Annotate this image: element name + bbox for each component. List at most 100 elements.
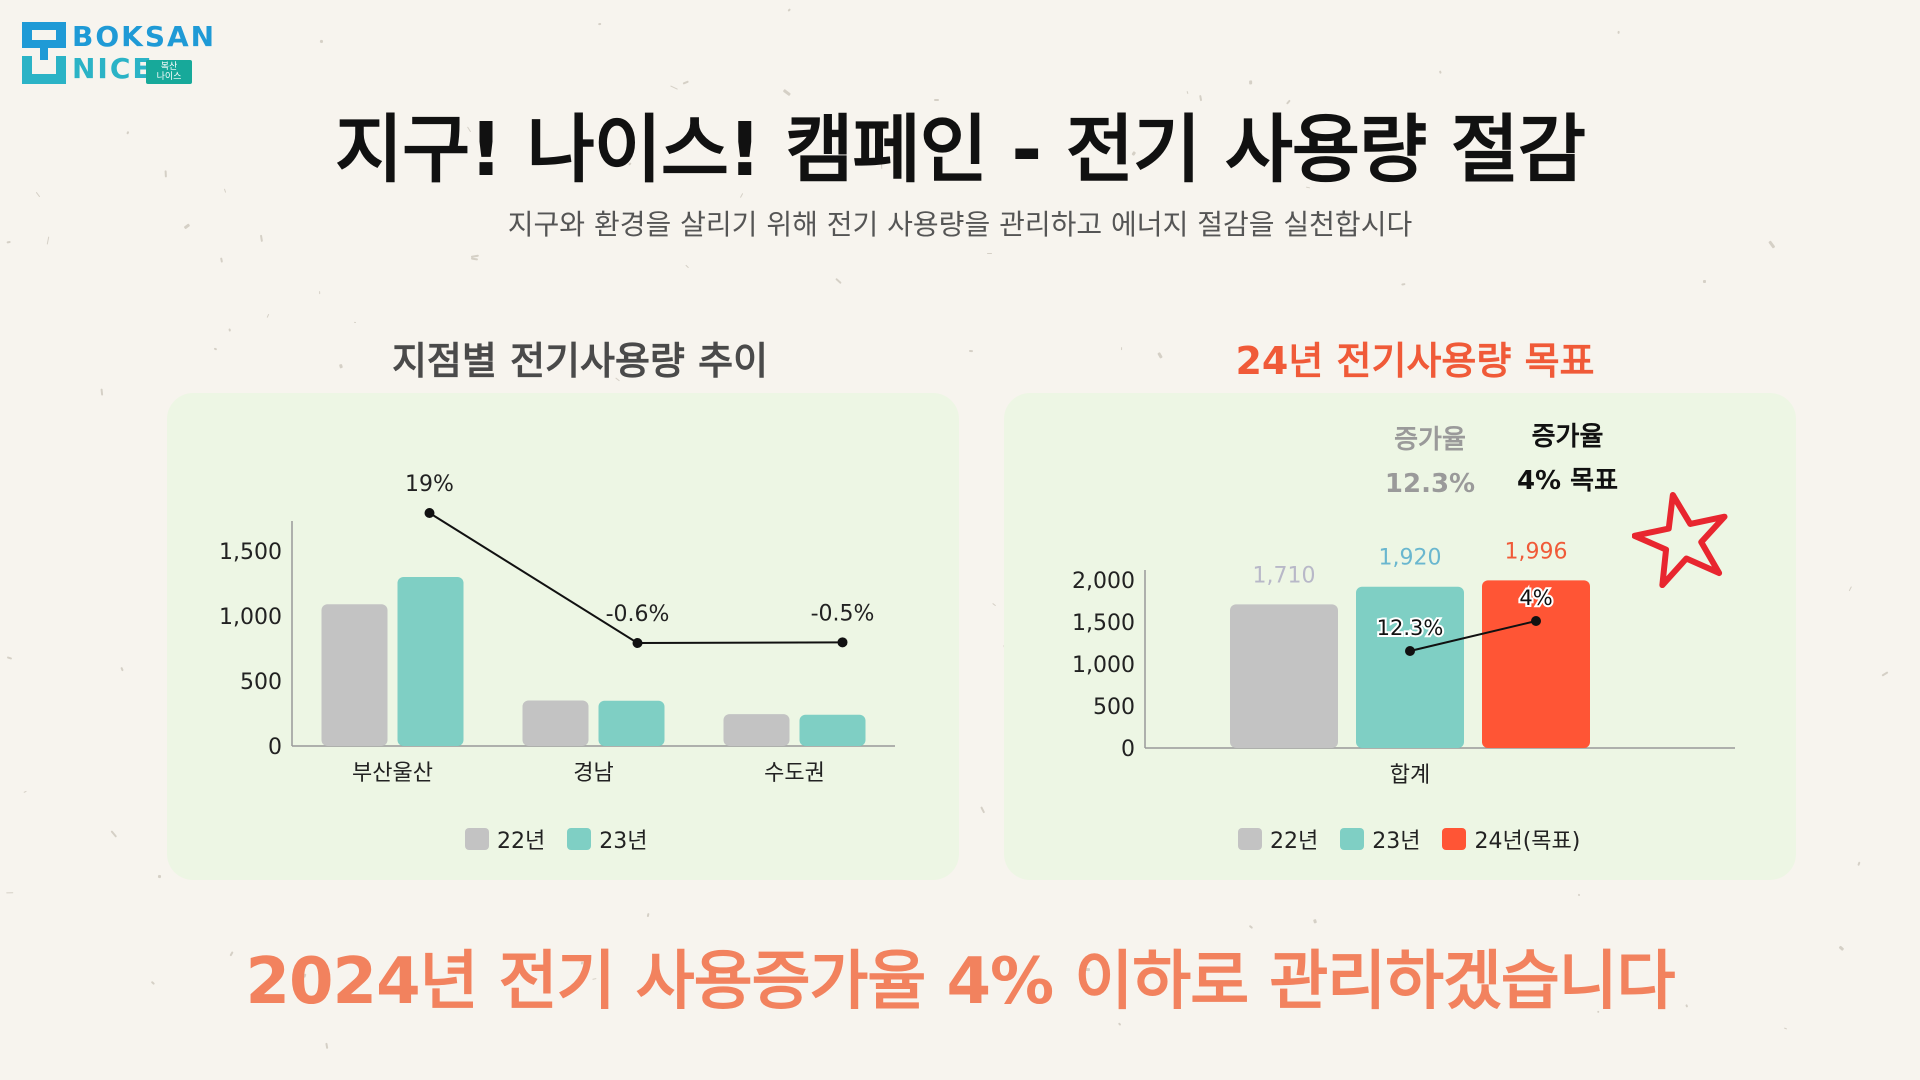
- paper-speck: [682, 80, 689, 85]
- growth-rate-point: [1531, 616, 1541, 626]
- legend-swatch-r24: [1442, 828, 1467, 850]
- legend-label-r22: 22년: [1270, 829, 1319, 854]
- legend-label-23: 23년: [599, 829, 648, 854]
- bottom-message: 2024년 전기 사용증가율 4% 이하로 관리하겠습니다: [245, 945, 1675, 1019]
- bar-value-label: 1,710: [1253, 563, 1316, 588]
- boksan-nice-logo: BOKSAN NICE 복산 나이스: [22, 22, 214, 86]
- bar-22년: [1230, 604, 1338, 748]
- rate-23-value: 12.3%: [1384, 469, 1476, 499]
- paper-speck: [1400, 282, 1406, 286]
- paper-speck: [933, 98, 940, 101]
- branch-usage-chart: 0 500 1,000 1,500 부산울산 경남 수도권 19% -0.6% -0.5%: [219, 472, 895, 786]
- paper-speck: [110, 830, 117, 838]
- rate-24-block: 증가율 4% 목표: [1500, 415, 1635, 503]
- bar-23년-수도권: [799, 714, 866, 746]
- paper-speck: [318, 291, 321, 295]
- paper-speck: [1249, 80, 1253, 85]
- paper-speck: [325, 1042, 329, 1049]
- target-usage-chart-panel: 0 500 1,000 1,500 2,000 1,710 1,920 1,996 합계 12.3…: [1004, 393, 1796, 880]
- paper-speck: [5, 892, 13, 894]
- paper-speck: [1578, 893, 1581, 897]
- paper-speck: [787, 8, 791, 12]
- bar-22년-경남: [522, 700, 589, 746]
- paper-speck: [220, 257, 224, 263]
- paper-speck: [980, 806, 986, 815]
- paper-speck: [119, 667, 124, 672]
- paper-speck: [1117, 1021, 1121, 1026]
- right-chart-legend: 22년 23년 24년(목표): [1238, 823, 1580, 855]
- page-title: 지구! 나이스! 캠페인 - 전기 사용량 절감: [335, 107, 1586, 193]
- paper-speck: [470, 257, 479, 261]
- paper-speck: [1848, 586, 1853, 592]
- growth-rate-point: [632, 638, 643, 648]
- logo-tag-line1: 복산: [160, 62, 178, 72]
- legend-label-r23: 23년: [1372, 829, 1421, 854]
- paper-speck: [987, 252, 992, 255]
- legend-item-22: 22년: [465, 823, 545, 855]
- bar-value-label: 1,996: [1505, 539, 1568, 564]
- bar-24년(목표): [1482, 580, 1590, 748]
- y-tick-label: 1,500: [219, 540, 282, 565]
- paper-speck: [834, 277, 842, 284]
- y-tick-label: 0: [1121, 737, 1135, 762]
- left-chart-legend: 22년 23년: [465, 823, 647, 855]
- paper-speck: [157, 875, 161, 879]
- rate-24-label: 증가율: [1531, 422, 1604, 452]
- bar-23년-경남: [598, 700, 665, 746]
- y-tick-label: 500: [240, 670, 282, 695]
- paper-speck: [266, 313, 270, 318]
- paper-speck: [1249, 925, 1254, 930]
- growth-rate-line: [1409, 620, 1537, 652]
- branch-usage-chart-panel: 0 500 1,000 1,500 부산울산 경남 수도권 19% -0.6% -0.5%: [167, 393, 959, 880]
- y-tick-label: 500: [1093, 695, 1135, 720]
- bar-22년-수도권: [723, 714, 790, 746]
- legend-swatch-r23: [1340, 828, 1365, 850]
- rate-23-block: 증가율 12.3%: [1370, 418, 1490, 506]
- growth-rate-label: 19%: [405, 472, 454, 497]
- paper-speck: [100, 388, 104, 397]
- growth-rate-point: [837, 637, 848, 648]
- growth-rate-point: [424, 508, 435, 518]
- x-tick-label: 수도권: [764, 761, 825, 786]
- bar-22년-부산울산: [321, 604, 388, 746]
- growth-rate-label: -0.5%: [811, 601, 875, 626]
- left-chart-title: 지점별 전기사용량 추이: [391, 339, 769, 383]
- legend-label-22: 22년: [497, 829, 546, 854]
- paper-speck: [1857, 861, 1861, 867]
- growth-rate-label: 12.3%: [1377, 616, 1444, 640]
- legend-swatch-23: [567, 828, 592, 850]
- paper-speck: [1438, 70, 1442, 74]
- legend-swatch-r22: [1238, 828, 1262, 850]
- bar-23년-부산울산: [397, 577, 464, 746]
- legend-item-r24: 24년(목표): [1442, 823, 1580, 855]
- legend-swatch-22: [465, 828, 489, 850]
- legend-item-r23: 23년: [1340, 823, 1420, 855]
- right-chart-title: 24년 전기사용량 목표: [1235, 339, 1595, 383]
- y-tick-label: 1,500: [1072, 611, 1135, 636]
- logo-word-boksan: BOKSAN: [72, 20, 217, 53]
- x-tick-label: 경남: [573, 761, 613, 786]
- paper-speck: [598, 22, 602, 26]
- y-tick-label: 0: [268, 735, 282, 760]
- bar-value-label: 1,920: [1379, 546, 1442, 571]
- paper-speck: [670, 85, 678, 90]
- paper-speck: [1880, 671, 1889, 678]
- growth-rate-label: 4%: [1519, 586, 1552, 610]
- legend-item-23: 23년: [567, 823, 647, 855]
- paper-speck: [1702, 280, 1706, 283]
- y-tick-label: 1,000: [1072, 653, 1135, 678]
- target-usage-chart: 0 500 1,000 1,500 2,000 1,710 1,920 1,996 합계 12.3…: [1072, 539, 1735, 788]
- legend-label-r24: 24년(목표): [1474, 829, 1581, 854]
- paper-speck: [6, 656, 13, 660]
- paper-speck: [24, 790, 27, 793]
- logo-word-nice: NICE: [72, 52, 154, 85]
- logo-mark-icon: [22, 22, 66, 84]
- y-tick-label: 1,000: [219, 605, 282, 630]
- legend-item-r22: 22년: [1238, 823, 1318, 855]
- rate-24-value: 4% 목표: [1516, 466, 1619, 496]
- growth-rate-label: -0.6%: [606, 602, 670, 627]
- star-icon: [1632, 491, 1728, 588]
- paper-speck: [320, 39, 325, 43]
- y-tick-label: 2,000: [1072, 569, 1135, 594]
- x-tick-label: 부산울산: [352, 761, 433, 786]
